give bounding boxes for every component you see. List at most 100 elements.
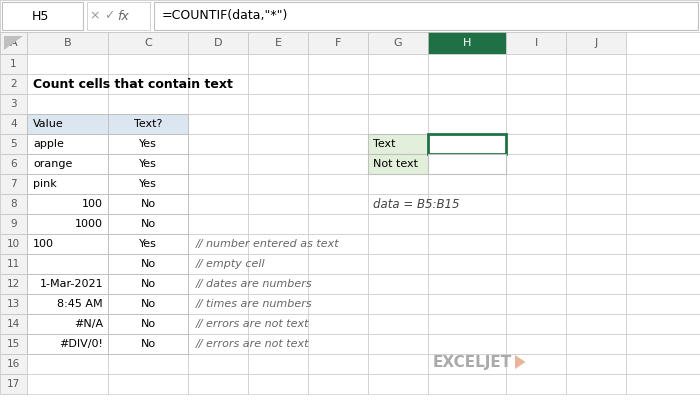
Bar bbox=[308, 354, 368, 374]
Bar bbox=[506, 254, 566, 274]
Bar bbox=[27, 314, 108, 334]
Bar bbox=[566, 354, 626, 374]
Bar bbox=[27, 254, 108, 274]
Bar bbox=[428, 274, 506, 294]
Bar bbox=[428, 314, 506, 334]
Bar bbox=[0, 254, 27, 274]
Text: 7: 7 bbox=[10, 179, 17, 189]
Bar bbox=[0, 74, 27, 94]
Text: pink: pink bbox=[33, 179, 57, 189]
Text: F: F bbox=[335, 38, 341, 48]
Bar bbox=[188, 254, 248, 274]
Bar bbox=[506, 174, 566, 194]
Text: ×: × bbox=[90, 10, 100, 22]
Bar bbox=[108, 314, 188, 334]
Bar bbox=[308, 254, 368, 274]
Bar bbox=[27, 174, 108, 194]
Text: apple: apple bbox=[33, 139, 64, 149]
Text: EXCELJET: EXCELJET bbox=[433, 354, 512, 370]
Text: Yes: Yes bbox=[139, 159, 157, 169]
Bar bbox=[108, 174, 188, 194]
Text: 2: 2 bbox=[10, 79, 17, 89]
Bar bbox=[308, 274, 368, 294]
Bar bbox=[626, 154, 700, 174]
Bar bbox=[626, 234, 700, 254]
Bar bbox=[108, 234, 188, 254]
Bar bbox=[308, 114, 368, 134]
Bar bbox=[27, 114, 108, 134]
Text: Yes: Yes bbox=[139, 139, 157, 149]
Text: 9: 9 bbox=[10, 219, 17, 229]
Bar bbox=[368, 114, 428, 134]
Bar bbox=[428, 154, 506, 174]
Bar bbox=[626, 314, 700, 334]
Bar bbox=[566, 154, 626, 174]
Bar bbox=[248, 114, 308, 134]
Text: 3: 3 bbox=[10, 99, 17, 109]
Bar bbox=[368, 234, 428, 254]
Bar bbox=[2, 2, 83, 30]
Bar bbox=[308, 314, 368, 334]
Bar bbox=[188, 134, 248, 154]
Bar bbox=[566, 32, 626, 54]
Bar bbox=[108, 94, 188, 114]
Bar bbox=[566, 334, 626, 354]
Text: 12: 12 bbox=[7, 279, 20, 289]
Bar bbox=[428, 134, 506, 154]
Bar bbox=[248, 334, 308, 354]
Text: No: No bbox=[141, 339, 155, 349]
Bar bbox=[27, 54, 108, 74]
Bar bbox=[506, 154, 566, 174]
Bar bbox=[108, 194, 188, 214]
Bar bbox=[308, 334, 368, 354]
Bar bbox=[368, 94, 428, 114]
Bar bbox=[506, 354, 566, 374]
Bar bbox=[0, 32, 27, 54]
Bar bbox=[188, 54, 248, 74]
Bar bbox=[108, 234, 188, 254]
Bar bbox=[108, 254, 188, 274]
Bar bbox=[0, 134, 27, 154]
Bar bbox=[108, 154, 188, 174]
Text: Not text: Not text bbox=[373, 159, 418, 169]
Bar bbox=[27, 214, 108, 234]
Bar bbox=[0, 0, 700, 32]
Bar bbox=[188, 354, 248, 374]
Text: orange: orange bbox=[33, 159, 72, 169]
Text: 11: 11 bbox=[7, 259, 20, 269]
Bar bbox=[428, 74, 506, 94]
Bar bbox=[108, 294, 188, 314]
Bar bbox=[368, 134, 428, 154]
Bar bbox=[566, 294, 626, 314]
Text: H: H bbox=[463, 38, 471, 48]
Bar bbox=[188, 314, 248, 334]
Bar bbox=[308, 134, 368, 154]
Bar bbox=[566, 214, 626, 234]
Bar bbox=[368, 354, 428, 374]
Bar bbox=[248, 374, 308, 394]
Bar bbox=[188, 74, 248, 94]
Bar bbox=[428, 154, 506, 174]
Text: No: No bbox=[141, 279, 155, 289]
Bar bbox=[428, 94, 506, 114]
Bar bbox=[0, 32, 27, 54]
Bar bbox=[188, 214, 248, 234]
Bar bbox=[428, 294, 506, 314]
Bar bbox=[27, 32, 108, 54]
Bar bbox=[248, 74, 308, 94]
Bar bbox=[626, 94, 700, 114]
Bar bbox=[626, 334, 700, 354]
Text: 14: 14 bbox=[7, 319, 20, 329]
Bar bbox=[27, 194, 108, 214]
Bar bbox=[566, 74, 626, 94]
Bar bbox=[308, 294, 368, 314]
Bar bbox=[27, 334, 108, 354]
Bar bbox=[108, 54, 188, 74]
Bar bbox=[188, 334, 248, 354]
Bar bbox=[368, 32, 428, 54]
Bar bbox=[308, 374, 368, 394]
Bar bbox=[308, 32, 368, 54]
Text: A: A bbox=[10, 38, 18, 48]
Bar bbox=[566, 114, 626, 134]
Bar bbox=[566, 134, 626, 154]
